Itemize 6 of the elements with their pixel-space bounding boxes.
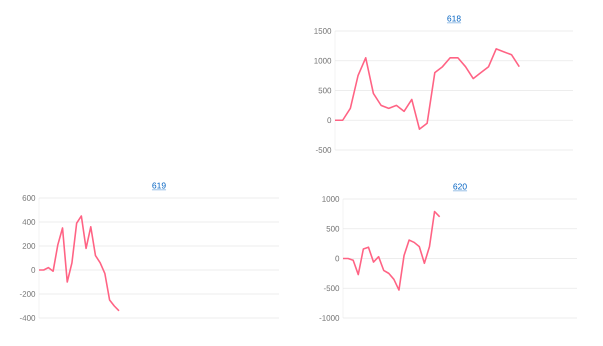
- line-series: [342, 210, 440, 291]
- line-series: [334, 48, 520, 130]
- chart-title: 619: [152, 182, 166, 188]
- line-series: [38, 215, 120, 312]
- chart-title: 620: [453, 184, 467, 190]
- chart-title: 618: [447, 16, 461, 22]
